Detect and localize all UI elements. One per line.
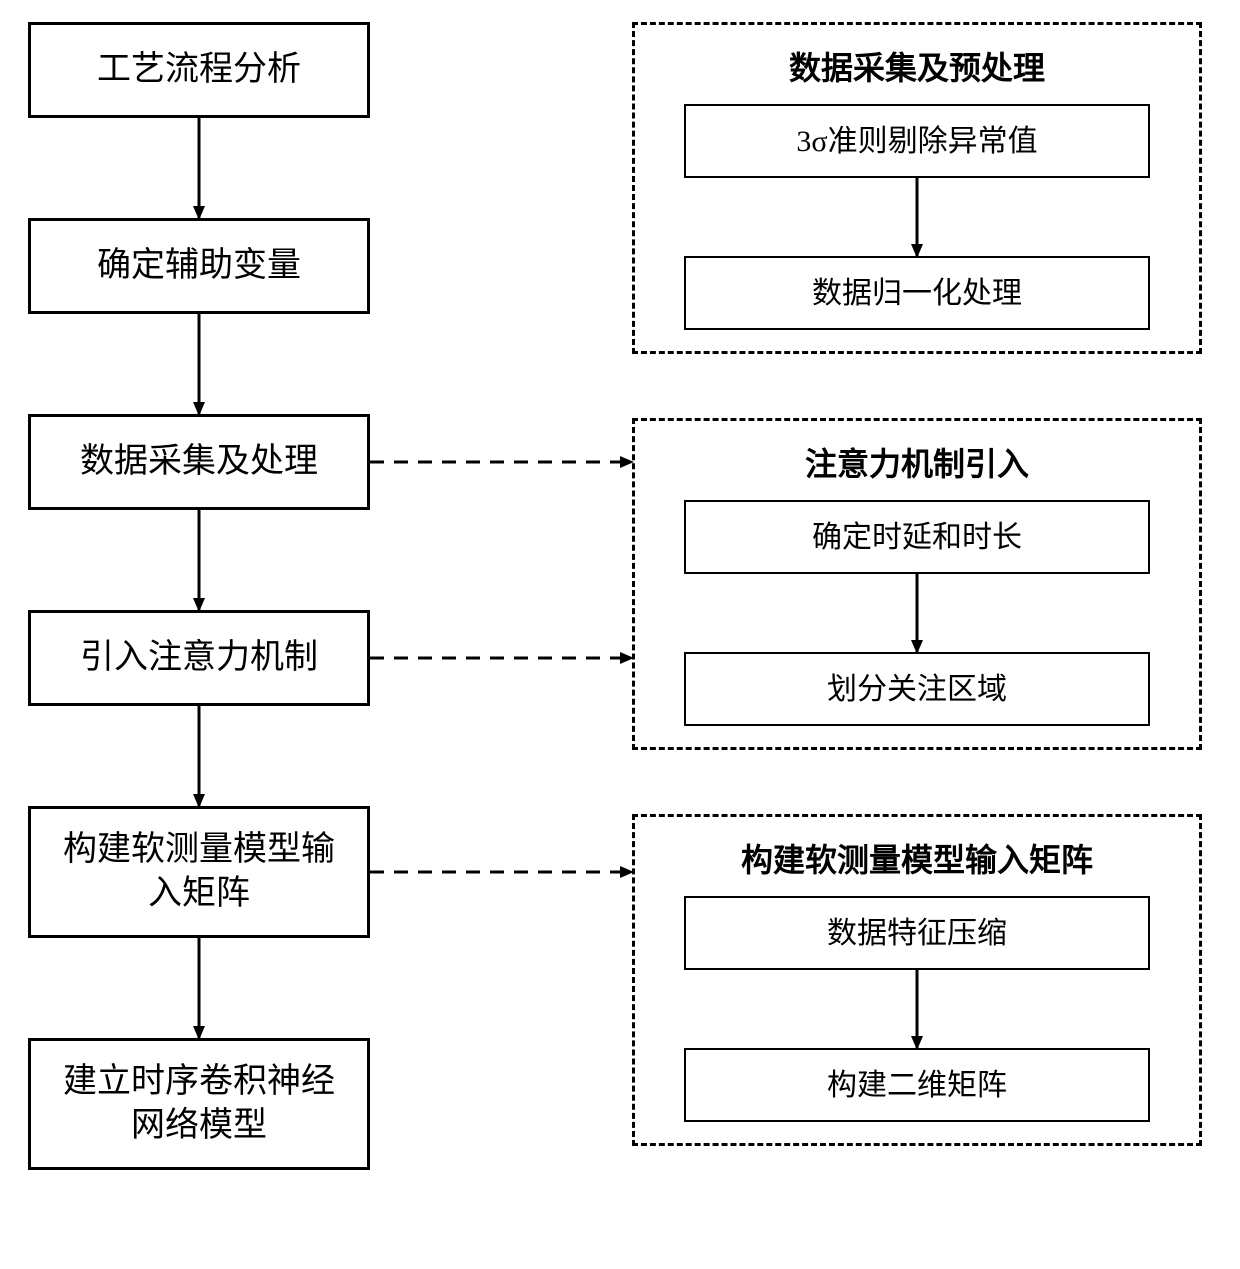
label: 建立时序卷积神经网络模型 (47, 1060, 351, 1148)
label: 工艺流程分析 (97, 48, 301, 92)
flow-node-data-collect: 数据采集及处理 (28, 414, 370, 510)
flow-node-aux-vars: 确定辅助变量 (28, 218, 370, 314)
label: 3σ准则剔除异常值 (796, 122, 1037, 161)
label: 构建软测量模型输入矩阵 (47, 828, 351, 916)
label: 确定辅助变量 (97, 244, 301, 288)
sub-node-normalize: 数据归一化处理 (684, 256, 1150, 330)
label: 构建二维矩阵 (827, 1066, 1007, 1105)
sub-node-focus-region: 划分关注区域 (684, 652, 1150, 726)
label: 划分关注区域 (827, 670, 1007, 709)
sub-node-3sigma: 3σ准则剔除异常值 (684, 104, 1150, 178)
panel-title: 构建软测量模型输入矩阵 (635, 835, 1199, 881)
sub-node-delay-duration: 确定时延和时长 (684, 500, 1150, 574)
panel-title: 数据采集及预处理 (635, 43, 1199, 89)
label: 数据特征压缩 (827, 914, 1007, 953)
flow-node-input-matrix: 构建软测量模型输入矩阵 (28, 806, 370, 938)
sub-node-build-2d-matrix: 构建二维矩阵 (684, 1048, 1150, 1122)
label: 数据采集及处理 (80, 440, 318, 484)
panel-title: 注意力机制引入 (635, 439, 1199, 485)
sub-node-feature-compress: 数据特征压缩 (684, 896, 1150, 970)
label: 引入注意力机制 (80, 636, 318, 680)
flow-node-tcn-model: 建立时序卷积神经网络模型 (28, 1038, 370, 1170)
flow-node-attention: 引入注意力机制 (28, 610, 370, 706)
flow-node-analysis: 工艺流程分析 (28, 22, 370, 118)
label: 确定时延和时长 (812, 518, 1022, 557)
label: 数据归一化处理 (812, 274, 1022, 313)
